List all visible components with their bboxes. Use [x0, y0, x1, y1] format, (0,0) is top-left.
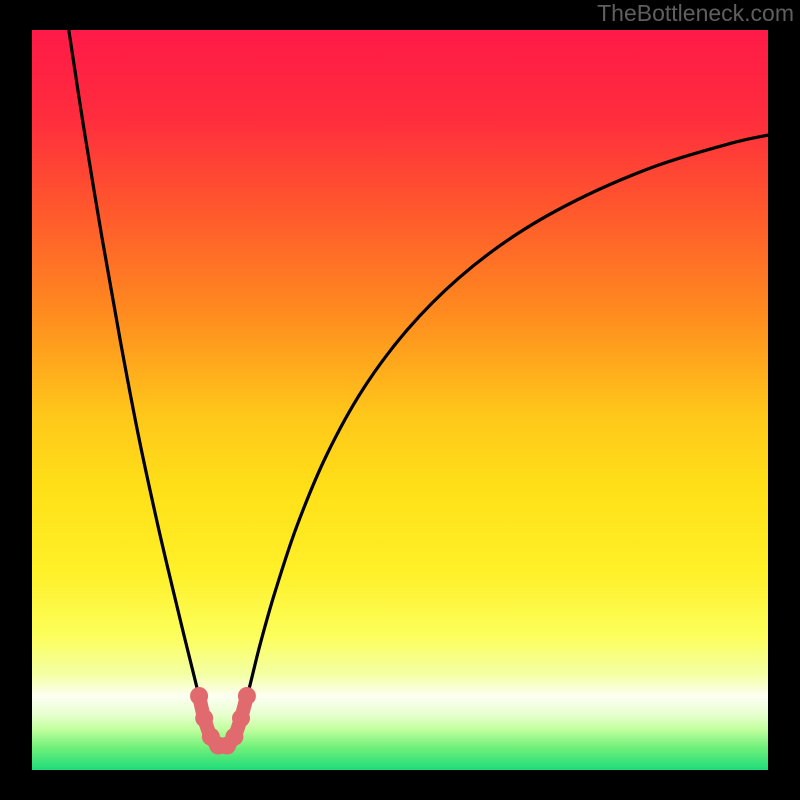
plot-background	[32, 30, 768, 770]
chart-stage: TheBottleneck.com	[0, 0, 800, 800]
bottleneck-chart	[0, 0, 800, 800]
watermark-text: TheBottleneck.com	[597, 0, 794, 27]
